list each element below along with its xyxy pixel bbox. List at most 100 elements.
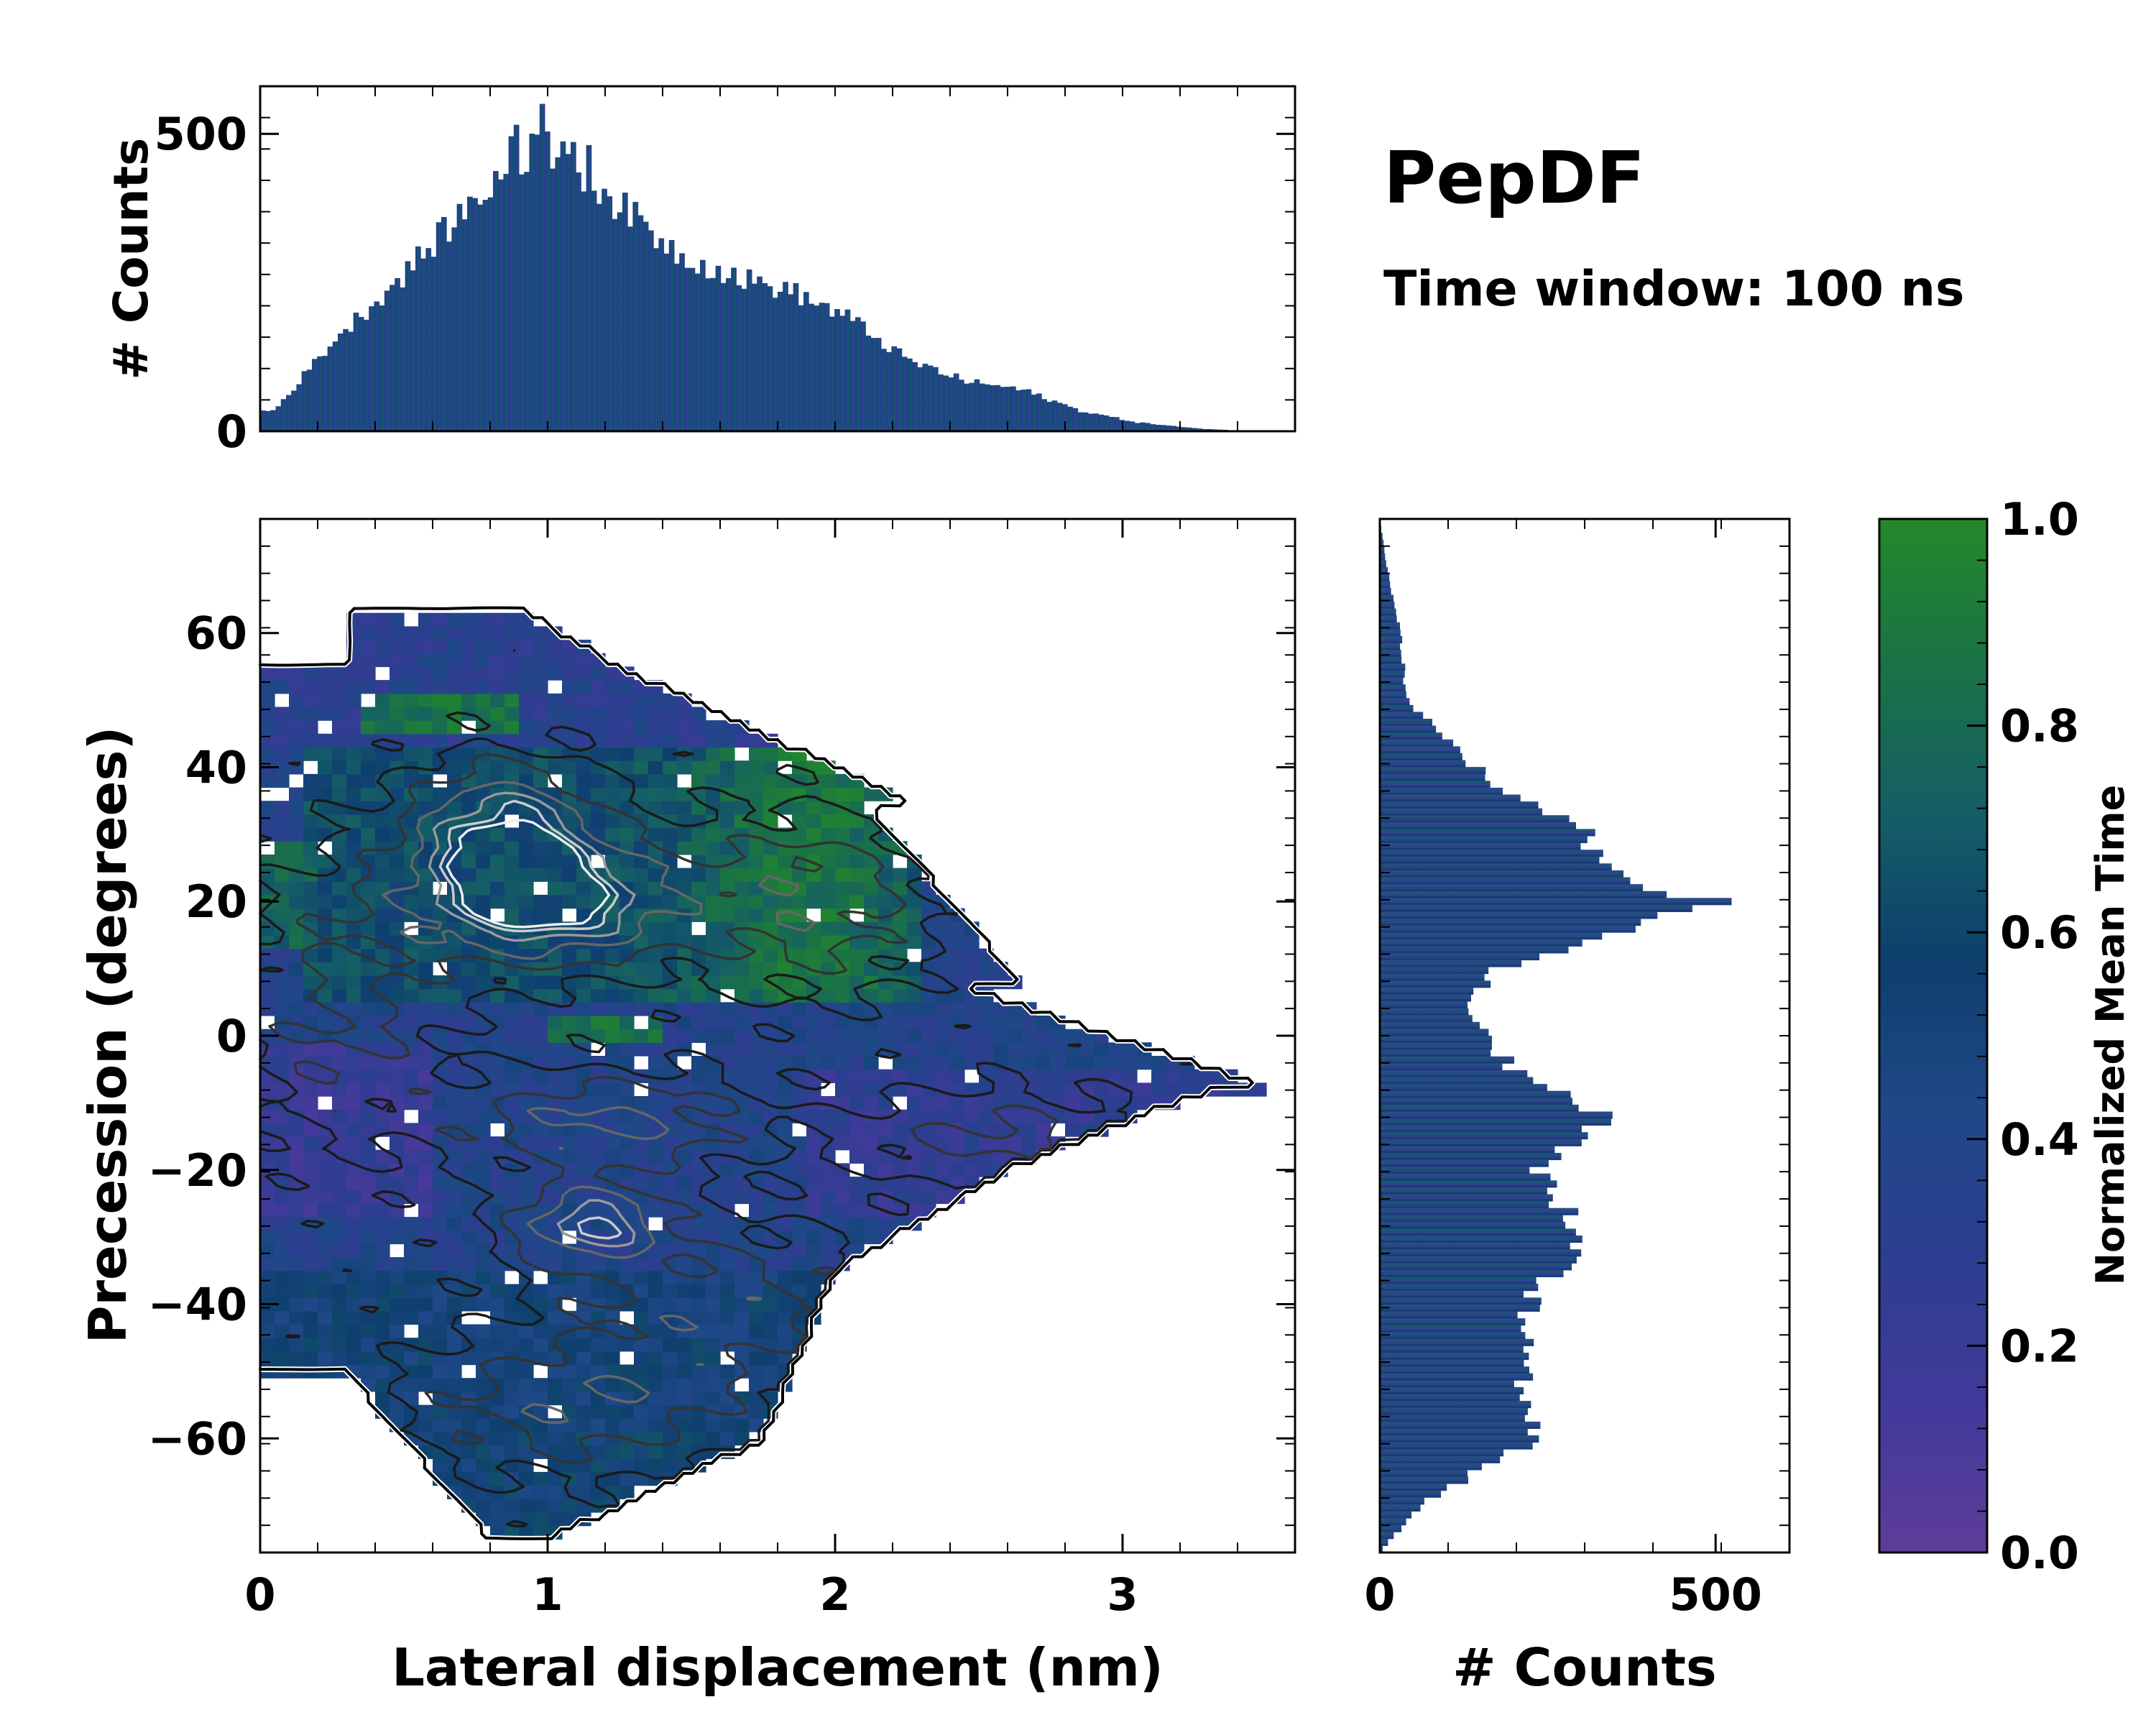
heatmap-cell	[346, 1230, 361, 1245]
right-histogram-bar	[1380, 1401, 1531, 1409]
heatmap-cell	[361, 1270, 376, 1285]
right-histogram-bar	[1380, 1380, 1514, 1388]
right-histogram-bar	[1380, 1215, 1563, 1223]
top-histogram-bar	[922, 364, 929, 431]
heatmap-cell	[706, 1257, 721, 1271]
heatmap-cell	[835, 894, 850, 909]
colorbar-tick-label: 1.0	[2000, 493, 2079, 546]
heatmap-cell	[476, 868, 491, 882]
heatmap-cell	[576, 975, 591, 990]
right-histogram-bar	[1380, 1538, 1388, 1546]
right-histogram-bar	[1380, 1173, 1551, 1181]
heatmap-cell	[1051, 1056, 1066, 1070]
heatmap-cell	[778, 1324, 793, 1338]
top-histogram-bar	[1082, 412, 1089, 431]
heatmap-cell	[461, 1109, 476, 1123]
heatmap-cell	[720, 1297, 735, 1312]
y-tick-label: 500	[155, 108, 247, 160]
heatmap-cell	[634, 787, 649, 801]
heatmap-cell	[778, 1297, 793, 1312]
heatmap-cell	[1137, 1056, 1152, 1070]
heatmap-cell	[490, 707, 505, 721]
heatmap-cell	[964, 1109, 980, 1123]
heatmap-cell	[792, 1230, 807, 1245]
heatmap-cell	[1065, 1123, 1080, 1137]
heatmap-cell	[806, 1109, 821, 1123]
heatmap-cell	[806, 1149, 821, 1164]
right-histogram-bar	[1380, 643, 1401, 650]
heatmap-cell	[634, 747, 649, 761]
right-histogram-bar	[1380, 629, 1401, 637]
heatmap-cell	[260, 1230, 275, 1245]
heatmap-cell	[591, 1082, 606, 1097]
top-histogram-bar	[405, 261, 411, 431]
heatmap-cell	[792, 1069, 807, 1083]
heatmap-cell	[763, 1297, 778, 1312]
heatmap-cell	[332, 1230, 347, 1245]
heatmap-cell	[749, 1404, 764, 1419]
heatmap-cell	[533, 1029, 548, 1043]
colorbar-gradient	[1878, 518, 1989, 1554]
heatmap-cell	[648, 1203, 663, 1218]
right-histogram-bar	[1380, 911, 1658, 919]
heatmap-cell	[964, 1096, 980, 1110]
colorbar: 0.00.20.40.60.81.0 Normalized Mean Time	[1878, 493, 2133, 1579]
heatmap-cell	[275, 747, 290, 761]
heatmap-cell	[1065, 1109, 1080, 1123]
heatmap-cell	[418, 1284, 433, 1298]
right-histogram-bar	[1380, 1201, 1549, 1209]
heatmap-cell	[792, 1016, 807, 1030]
right-histogram-bar	[1380, 622, 1400, 630]
heatmap-cell	[792, 948, 807, 962]
heatmap-cell	[361, 1310, 376, 1325]
heatmap-cell	[548, 1149, 563, 1164]
heatmap-cell	[749, 1284, 764, 1298]
heatmap-cell	[576, 1324, 591, 1338]
heatmap-cell	[404, 626, 419, 640]
heatmap-cell	[346, 760, 361, 775]
heatmap-cell	[864, 1056, 879, 1070]
heatmap-cell	[936, 921, 951, 936]
heatmap-cell	[619, 1471, 635, 1486]
heatmap-cell	[734, 1431, 750, 1446]
right-histogram-bar	[1380, 1304, 1540, 1312]
heatmap-cell	[663, 1418, 678, 1432]
heatmap-cell	[519, 653, 534, 668]
heatmap-cell	[418, 1364, 433, 1379]
heatmap-cell	[519, 1190, 534, 1205]
heatmap-cell	[835, 1203, 850, 1218]
heatmap-cell	[505, 640, 520, 654]
heatmap-cell	[562, 1338, 577, 1352]
heatmap-cell	[778, 1042, 793, 1057]
right-histogram-bar	[1380, 1159, 1549, 1167]
top-histogram-bar	[596, 203, 602, 431]
heatmap-cell	[260, 934, 275, 949]
heatmap-cell	[332, 680, 347, 694]
heatmap-cell	[634, 760, 649, 775]
heatmap-cell	[734, 1257, 750, 1271]
heatmap-cell	[634, 1284, 649, 1298]
right-histogram-bar	[1380, 1290, 1524, 1298]
heatmap-cell	[864, 787, 879, 801]
top-histogram-bar	[312, 359, 318, 431]
heatmap-cell	[289, 1257, 304, 1271]
heatmap-cell	[433, 1002, 448, 1016]
top-histogram-bar	[824, 303, 830, 431]
heatmap-cell	[706, 1338, 721, 1352]
heatmap-cell	[605, 666, 620, 681]
heatmap-cell	[303, 975, 318, 990]
heatmap-cell	[519, 680, 534, 694]
heatmap-cell	[562, 854, 577, 869]
heatmap-cell	[648, 1042, 663, 1057]
right-histogram-bar	[1380, 884, 1644, 892]
top-histogram-bar	[653, 248, 659, 431]
heatmap-cell	[346, 921, 361, 936]
heatmap-cell	[390, 1069, 405, 1083]
heatmap-cell	[706, 1029, 721, 1043]
heatmap-cell	[375, 1230, 390, 1245]
heatmap-cell	[505, 1431, 520, 1446]
heatmap-cell	[720, 733, 735, 748]
heatmap-cell	[763, 1069, 778, 1083]
heatmap-cell	[706, 908, 721, 922]
